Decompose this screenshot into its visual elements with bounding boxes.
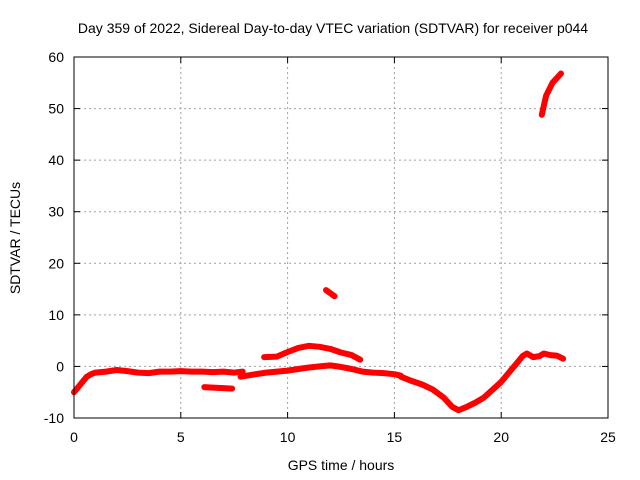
series-trace bbox=[201, 384, 236, 392]
series-trace bbox=[71, 367, 246, 396]
series-trace bbox=[323, 287, 338, 300]
x-tick-label: 20 bbox=[493, 429, 509, 445]
x-tick-label: 10 bbox=[280, 429, 296, 445]
y-tick-label: 20 bbox=[48, 255, 64, 271]
series-trace bbox=[538, 70, 564, 118]
y-axis-label: SDTVAR / TECUs bbox=[7, 182, 23, 294]
data-series bbox=[71, 70, 567, 414]
series-trace bbox=[397, 350, 567, 414]
chart-title: Day 359 of 2022, Sidereal Day-to-day VTE… bbox=[78, 20, 588, 36]
y-tick-label: 10 bbox=[48, 307, 64, 323]
x-tick-label: 5 bbox=[177, 429, 185, 445]
y-tick-label: -10 bbox=[44, 410, 64, 426]
x-tick-label: 0 bbox=[70, 429, 78, 445]
y-tick-label: 50 bbox=[48, 101, 64, 117]
grid bbox=[74, 57, 608, 418]
series-trace bbox=[261, 342, 364, 363]
x-tick-label: 15 bbox=[387, 429, 403, 445]
plot-frame bbox=[73, 56, 609, 419]
y-tick-label: 60 bbox=[48, 49, 64, 65]
x-axis-label: GPS time / hours bbox=[288, 457, 395, 473]
x-axis-ticks: 0 5 10 15 20 25 bbox=[70, 57, 616, 445]
y-axis-ticks: -10 0 10 20 30 40 50 60 bbox=[44, 49, 608, 426]
x-tick-label: 25 bbox=[600, 429, 616, 445]
y-tick-label: 0 bbox=[56, 358, 64, 374]
y-tick-label: 30 bbox=[48, 204, 64, 220]
y-tick-label: 40 bbox=[48, 152, 64, 168]
series-trace bbox=[237, 362, 404, 380]
